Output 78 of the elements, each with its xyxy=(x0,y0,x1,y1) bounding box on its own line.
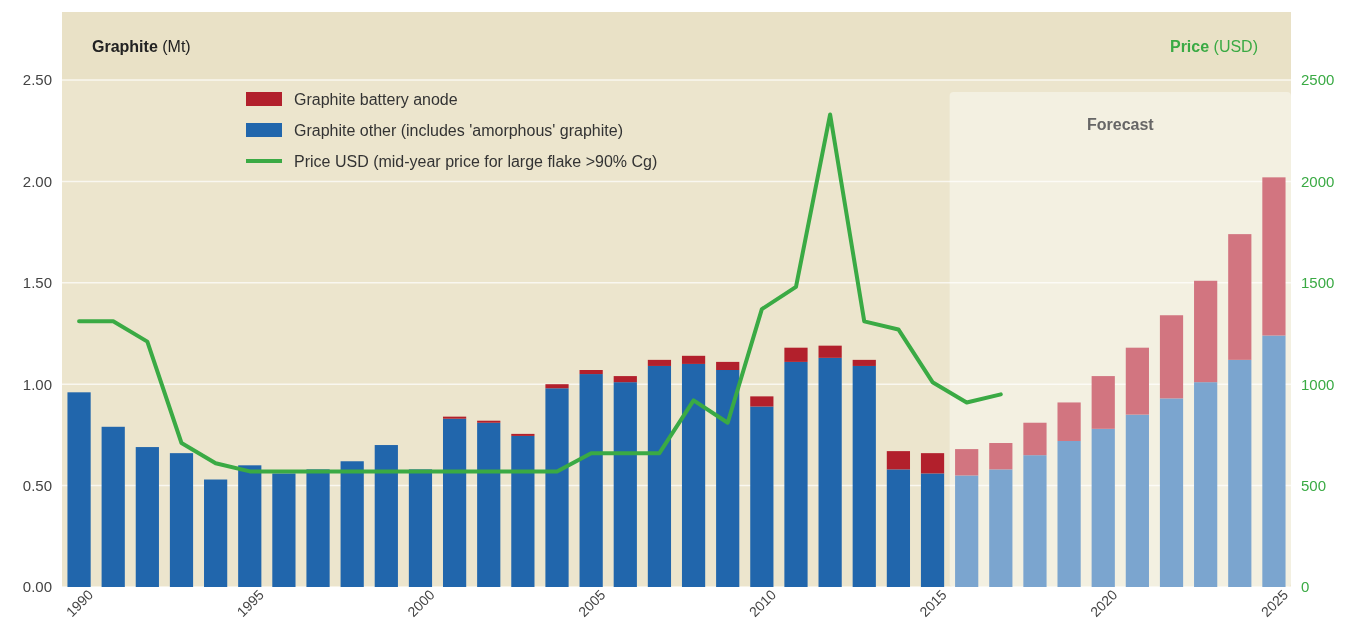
bar xyxy=(511,435,535,587)
bar xyxy=(1194,382,1218,587)
y-axis-title: Graphite (Mt) xyxy=(92,38,191,55)
bar xyxy=(579,374,603,587)
bar xyxy=(1159,398,1184,587)
y2-tick-label: 500 xyxy=(1301,476,1327,494)
bar xyxy=(1228,359,1252,587)
bar xyxy=(1091,428,1115,587)
bar xyxy=(886,469,911,587)
bar xyxy=(1125,414,1149,587)
bar xyxy=(852,359,876,366)
bar xyxy=(681,355,706,364)
bar xyxy=(442,418,467,587)
bar xyxy=(1125,347,1149,415)
y-tick-label: 2.00 xyxy=(22,172,52,190)
y2-tick-label: 2000 xyxy=(1301,172,1335,190)
bar xyxy=(647,365,672,587)
bar xyxy=(613,376,637,383)
bar xyxy=(101,426,125,587)
bar xyxy=(1057,402,1081,441)
bar xyxy=(750,396,774,407)
bar xyxy=(716,361,740,370)
y2-tick-label: 2500 xyxy=(1301,71,1335,89)
bar xyxy=(681,363,706,587)
bar xyxy=(1023,455,1047,587)
bar xyxy=(238,465,262,587)
bar xyxy=(989,443,1013,470)
band-label: Forecast xyxy=(1086,116,1155,133)
y-tick-label: 0.00 xyxy=(22,578,52,596)
line-series xyxy=(77,112,1003,474)
legend-label: Graphite other (includes 'amorphous' graphite) xyxy=(294,122,623,139)
bar xyxy=(647,359,672,366)
y2-tick-label: 1500 xyxy=(1301,274,1335,292)
bar xyxy=(1194,280,1218,383)
bar xyxy=(169,453,194,587)
bar xyxy=(135,447,159,587)
y-tick-label: 2.50 xyxy=(22,71,52,89)
bar xyxy=(340,461,364,587)
bar xyxy=(579,370,603,375)
bar xyxy=(989,469,1013,587)
bar xyxy=(272,473,296,587)
bar xyxy=(204,479,228,587)
bar xyxy=(442,416,467,419)
bar xyxy=(784,347,808,362)
bar xyxy=(955,449,979,476)
bar xyxy=(1023,422,1047,456)
bar xyxy=(374,445,398,587)
bar xyxy=(886,451,911,470)
bar xyxy=(1159,315,1184,399)
y-tick-label: 1.50 xyxy=(22,274,52,292)
bar xyxy=(1262,177,1286,336)
y2-axis-title: Price (USD) xyxy=(1169,38,1258,55)
bar xyxy=(545,388,569,587)
bar xyxy=(955,475,979,587)
bar xyxy=(716,370,740,587)
y2-tick-label: 0 xyxy=(1301,578,1310,596)
bar xyxy=(1228,234,1252,360)
bar xyxy=(511,433,535,436)
bar xyxy=(750,406,774,587)
bar xyxy=(920,453,945,474)
bar xyxy=(67,392,91,587)
y-tick-label: 0.50 xyxy=(22,476,52,494)
bar xyxy=(477,420,501,423)
bar xyxy=(920,473,945,587)
bar xyxy=(477,422,501,587)
bar xyxy=(852,365,876,587)
bar xyxy=(1262,335,1286,587)
bar xyxy=(818,357,842,587)
legend-label: Graphite battery anode xyxy=(294,91,458,108)
bar xyxy=(545,384,569,389)
bar xyxy=(1091,376,1115,429)
legend-label: Price USD (mid-year price for large flake >90% Cg) xyxy=(294,153,658,170)
bar xyxy=(613,382,637,587)
bar xyxy=(784,361,808,587)
y-tick-label: 1.00 xyxy=(22,375,52,393)
bar xyxy=(1057,440,1081,587)
bar xyxy=(818,345,842,358)
y2-tick-label: 1000 xyxy=(1301,375,1335,393)
